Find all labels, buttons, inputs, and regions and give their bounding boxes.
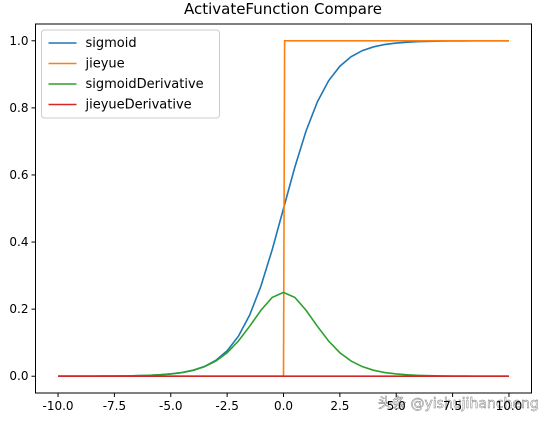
x-tick-label: -5.0 bbox=[159, 399, 182, 413]
x-tick-label: -7.5 bbox=[103, 399, 126, 413]
legend-label: jieyueDerivative bbox=[85, 98, 192, 113]
y-tick-label: 0.6 bbox=[9, 168, 28, 182]
y-tick-label: 0.4 bbox=[9, 235, 28, 249]
y-tick-label: 1.0 bbox=[9, 34, 28, 48]
y-tick-label: 0.0 bbox=[9, 369, 28, 383]
x-tick-label: 10.0 bbox=[496, 399, 523, 413]
x-tick-label: 5.0 bbox=[387, 399, 406, 413]
x-tick-label: 2.5 bbox=[330, 399, 349, 413]
legend-label: sigmoid bbox=[86, 36, 137, 51]
legend-label: sigmoidDerivative bbox=[86, 77, 204, 92]
y-tick-label: 0.8 bbox=[9, 101, 28, 115]
x-tick-label: -10.0 bbox=[43, 399, 74, 413]
x-tick-label: 0.0 bbox=[274, 399, 293, 413]
legend-label: jieyue bbox=[85, 57, 125, 72]
legend: sigmoid jieyue sigmoidDerivative jieyueDeri… bbox=[41, 29, 220, 119]
legend-box bbox=[41, 29, 220, 119]
chart-title: ActivateFunction Compare bbox=[184, 0, 382, 18]
watermark: 头条 @yishujihancheng bbox=[378, 395, 539, 412]
y-tick-label: 0.2 bbox=[9, 302, 28, 316]
x-tick-label: -2.5 bbox=[215, 399, 238, 413]
x-tick-label: 7.5 bbox=[443, 399, 462, 413]
